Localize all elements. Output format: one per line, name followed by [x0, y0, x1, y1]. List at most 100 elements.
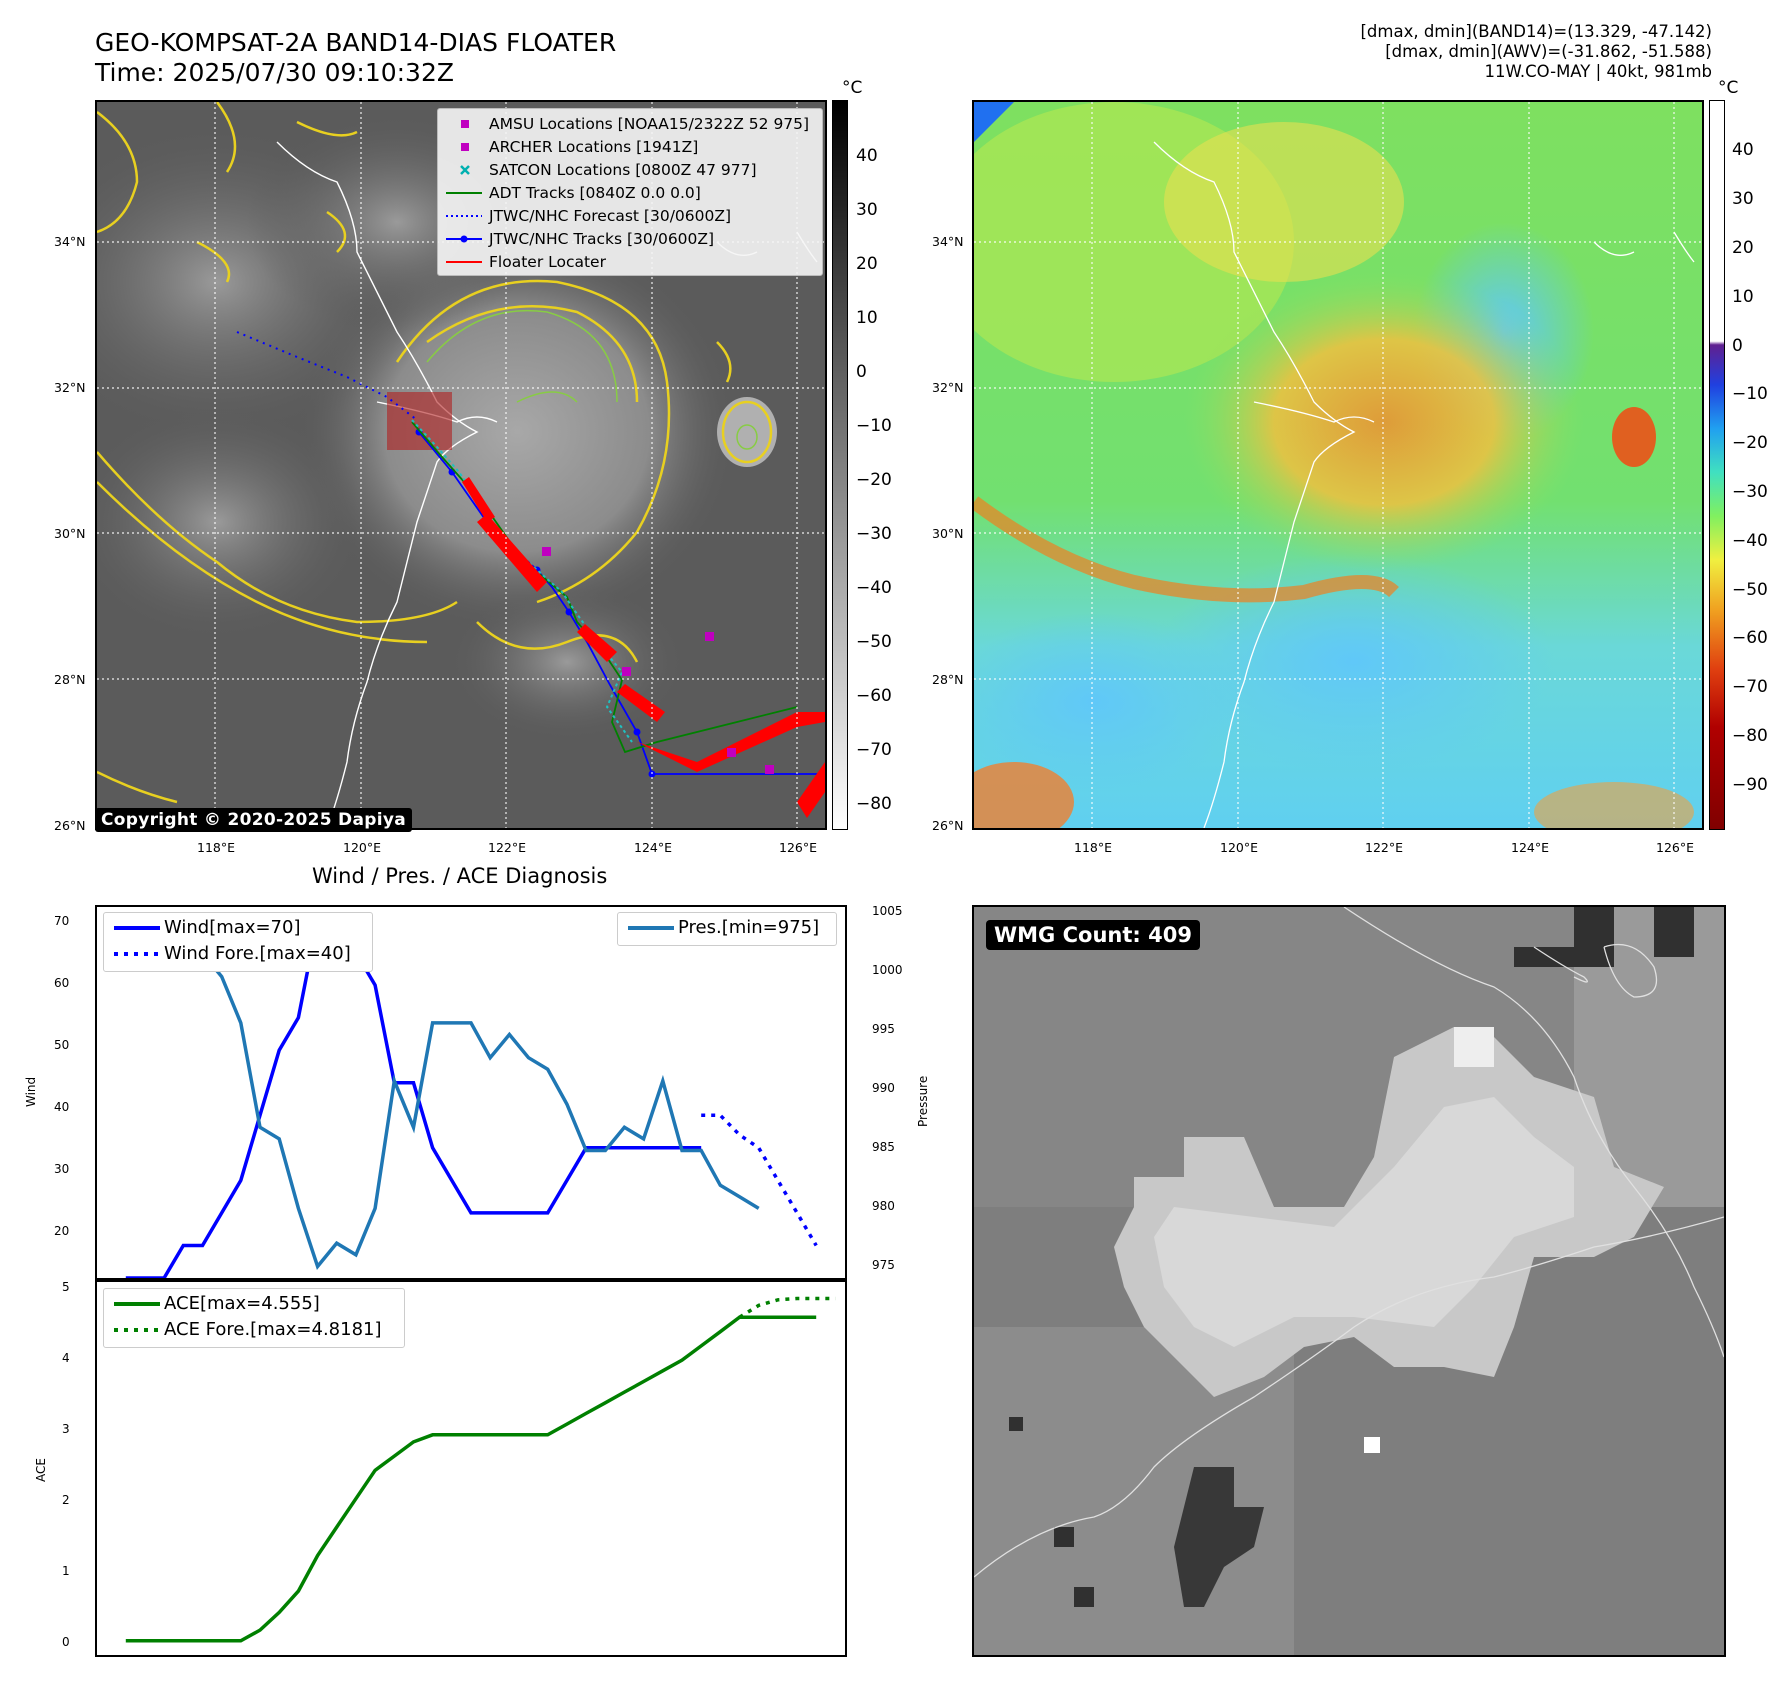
line-marker-icon — [446, 192, 482, 194]
wind-tick: 20 — [54, 1224, 70, 1238]
wmg-image — [974, 907, 1724, 1655]
cb-tick: −40 — [1732, 531, 1768, 551]
cb-tick: −20 — [856, 470, 892, 490]
wind-pressure-chart — [125, 915, 818, 1278]
right-colorbar — [1709, 100, 1725, 830]
dotted-line-icon — [114, 952, 160, 956]
lat-label: 30°N — [932, 526, 964, 541]
cb-tick: −10 — [1732, 384, 1768, 404]
legend-ace: ACE[max=4.555] — [104, 1291, 404, 1317]
wind-tick: 60 — [54, 976, 70, 990]
stats-line3: 11W.CO-MAY | 40kt, 981mb — [1484, 62, 1712, 81]
cb-tick: −10 — [856, 416, 892, 436]
ace-tick: 1 — [62, 1564, 70, 1578]
ace-tick: 2 — [62, 1493, 70, 1507]
pressure-tick: 980 — [872, 1199, 895, 1213]
lat-label: 28°N — [54, 672, 86, 687]
lat-label: 34°N — [932, 234, 964, 249]
wind-tick: 30 — [54, 1162, 70, 1176]
wind-tick: 50 — [54, 1038, 70, 1052]
cb-tick: 40 — [1732, 140, 1754, 160]
title-line2: Time: 2025/07/30 09:10:32Z — [95, 58, 454, 87]
cb-tick: −60 — [856, 686, 892, 706]
wind-ylabel: Wind — [24, 1076, 38, 1107]
pressure-tick: 1005 — [872, 904, 903, 918]
cb-tick: −60 — [1732, 628, 1768, 648]
square-marker-icon — [461, 143, 469, 151]
series-line-ace — [125, 1315, 817, 1643]
legend-pressure: Pres.[min=975] — [618, 915, 836, 941]
ace-legend: ACE[max=4.555] ACE Fore.[max=4.8181] — [103, 1288, 405, 1348]
square-marker-icon — [461, 120, 469, 128]
wind-tick: 40 — [54, 1100, 70, 1114]
ace-chart — [125, 1296, 836, 1643]
legend-amsu: AMSU Locations [NOAA15/2322Z 52 975] — [438, 113, 822, 135]
cb-tick: 0 — [1732, 336, 1743, 356]
lon-label: 124°E — [634, 840, 673, 855]
legend-archer: ARCHER Locations [1941Z] — [438, 136, 822, 158]
left-colorbar — [832, 100, 848, 830]
cb-tick: −30 — [856, 524, 892, 544]
cb-tick: −40 — [856, 578, 892, 598]
ace-tick: 0 — [62, 1635, 70, 1649]
wind-legend: Wind[max=70] Wind Fore.[max=40] — [103, 912, 373, 972]
lon-label: 118°E — [197, 840, 236, 855]
legend-satcon: SATCON Locations [0800Z 47 977] — [438, 159, 822, 181]
lon-label: 126°E — [779, 840, 818, 855]
ace-ylabel: ACE — [34, 1458, 48, 1482]
legend-wind: Wind[max=70] — [104, 915, 372, 941]
lon-label: 122°E — [1365, 840, 1404, 855]
pressure-ylabel: Pressure — [916, 1075, 930, 1127]
legend-floater: Floater Locater — [438, 251, 822, 273]
cb-tick: −30 — [1732, 482, 1768, 502]
ace-tick: 5 — [62, 1280, 70, 1294]
lon-label: 120°E — [343, 840, 382, 855]
lat-label: 32°N — [932, 380, 964, 395]
pressure-tick: 985 — [872, 1140, 895, 1154]
legend-jtwc-tracks: JTWC/NHC Tracks [30/0600Z] — [438, 228, 822, 250]
cb-tick: 40 — [856, 146, 878, 166]
legend-adt: ADT Tracks [0840Z 0.0 0.0] — [438, 182, 822, 204]
cb-tick: −80 — [856, 794, 892, 814]
lat-label: 32°N — [54, 380, 86, 395]
cb-tick: 30 — [1732, 189, 1754, 209]
cb-tick: −50 — [856, 632, 892, 652]
pressure-tick: 975 — [872, 1258, 895, 1272]
wmg-panel — [972, 905, 1726, 1657]
stats-info: [dmax, dmin](BAND14)=(13.329, -47.142) [… — [1360, 22, 1712, 82]
cb-tick: 30 — [856, 200, 878, 220]
lon-label: 122°E — [488, 840, 527, 855]
pressure-tick: 990 — [872, 1081, 895, 1095]
dotted-line-icon — [446, 215, 482, 217]
line-dot-icon — [446, 235, 482, 243]
cb-tick: −20 — [1732, 433, 1768, 453]
line-marker-icon — [446, 261, 482, 263]
cb-tick: −90 — [1732, 775, 1768, 795]
ace-tick: 3 — [62, 1422, 70, 1436]
wmg-count-badge: WMG Count: 409 — [986, 920, 1200, 950]
awv-map-image — [974, 102, 1702, 828]
lat-label: 34°N — [54, 234, 86, 249]
solid-line-icon — [628, 926, 674, 930]
lon-label: 118°E — [1074, 840, 1113, 855]
map-legend: AMSU Locations [NOAA15/2322Z 52 975] ARC… — [437, 108, 823, 276]
legend-ace-fore: ACE Fore.[max=4.8181] — [104, 1317, 404, 1343]
cb-tick: 10 — [1732, 287, 1754, 307]
stats-line2: [dmax, dmin](AWV)=(-31.862, -51.588) — [1385, 42, 1712, 61]
cb-tick: −80 — [1732, 726, 1768, 746]
stats-line1: [dmax, dmin](BAND14)=(13.329, -47.142) — [1360, 22, 1712, 41]
wind-tick: 70 — [54, 914, 70, 928]
diagnosis-title: Wind / Pres. / ACE Diagnosis — [312, 864, 608, 888]
right-colorbar-unit: °C — [1718, 78, 1739, 98]
legend-jtwc-forecast: JTWC/NHC Forecast [30/0600Z] — [438, 205, 822, 227]
series-line-ace-fore — [738, 1296, 836, 1319]
lat-label: 30°N — [54, 526, 86, 541]
lat-label: 26°N — [932, 818, 964, 833]
series-line-pres — [125, 916, 760, 1270]
title-line1: GEO-KOMPSAT-2A BAND14-DIAS FLOATER — [95, 28, 617, 57]
cb-tick: 0 — [856, 362, 867, 382]
cb-tick: 20 — [1732, 238, 1754, 258]
pressure-legend: Pres.[min=975] — [617, 912, 837, 946]
cb-tick: −70 — [856, 740, 892, 760]
figure-title: GEO-KOMPSAT-2A BAND14-DIAS FLOATER Time:… — [95, 28, 616, 88]
